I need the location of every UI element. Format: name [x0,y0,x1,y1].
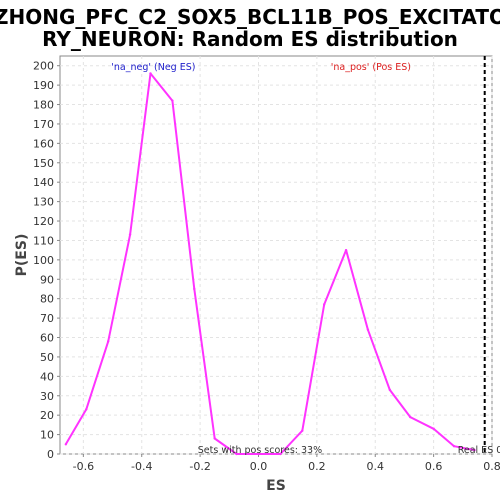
y-tick-label: 10 [40,429,54,442]
chart-title-line-1: ZHONG_PFC_C2_SOX5_BCL11B_POS_EXCITATO [0,5,500,29]
x-tick-label: 0.2 [308,460,326,473]
y-tick-label: 30 [40,390,54,403]
y-tick-label: 70 [40,312,54,325]
distribution-line [64,72,475,455]
y-tick-label: 160 [33,137,54,150]
data-point [366,328,370,331]
data-point [85,408,88,411]
data-point [64,443,68,446]
y-tick-label: 40 [40,370,54,383]
x-axis-label: ES [266,478,286,494]
y-tick-label: 0 [47,448,54,461]
y-tick-label: 180 [33,99,54,112]
y-tick-label: 170 [33,118,54,131]
y-axis: 0 10 20 30 40 50 60 70 80 90 100 110 120 130 140 150 160… [33,60,60,461]
y-tick-label: 110 [33,234,54,247]
data-point [301,429,304,432]
x-tick-label: -0.4 [131,460,152,473]
y-tick-label: 60 [40,332,54,345]
y-tick-label: 190 [33,79,54,92]
data-point [388,388,392,392]
x-tick-label: 0.4 [366,460,384,473]
x-tick-label: -0.6 [73,460,94,473]
y-tick-label: 120 [33,215,54,228]
data-point [344,248,348,252]
y-tick-label: 20 [40,409,54,422]
data-point [235,452,238,456]
data-point [257,452,260,456]
series-layer [64,72,476,456]
y-tick-label: 130 [33,196,54,209]
y-tick-label: 140 [33,176,54,189]
data-point [473,448,476,452]
data-point [322,303,326,306]
y-tick-label: 150 [33,157,54,170]
data-point [432,427,435,430]
data-point [193,287,196,291]
y-axis-label: P(ES) [14,234,30,277]
pos-scores-note: Sets with pos scores: 33% [198,445,322,456]
y-tick-label: 80 [40,293,54,306]
pos-es-label: 'na_pos' (Pos ES) [331,62,411,73]
data-point [452,445,456,448]
y-tick-label: 50 [40,351,54,364]
data-point [149,72,152,75]
data-point [409,415,412,419]
x-axis: -0.6 -0.4 -0.2 0.0 0.2 0.4 0.6 0.8 [73,454,500,473]
x-tick-label: 0.6 [425,460,443,473]
chart-title-line-2: RY_NEURON: Random ES distribution [42,27,458,51]
data-point [279,452,282,456]
real-es-label: Real ES 0 [458,445,500,456]
y-tick-label: 90 [40,273,54,286]
x-tick-label: -0.2 [189,460,210,473]
x-tick-label: 0.8 [483,460,500,473]
plot-area [59,55,493,455]
data-point [171,99,174,102]
x-tick-label: 0.0 [250,460,268,473]
y-tick-label: 100 [33,254,54,267]
grid-lines [60,56,493,455]
data-point [213,437,216,440]
y-tick-label: 200 [33,60,54,73]
data-point [128,233,132,236]
neg-es-label: 'na_neg' (Neg ES) [111,62,195,73]
data-point [106,340,110,343]
